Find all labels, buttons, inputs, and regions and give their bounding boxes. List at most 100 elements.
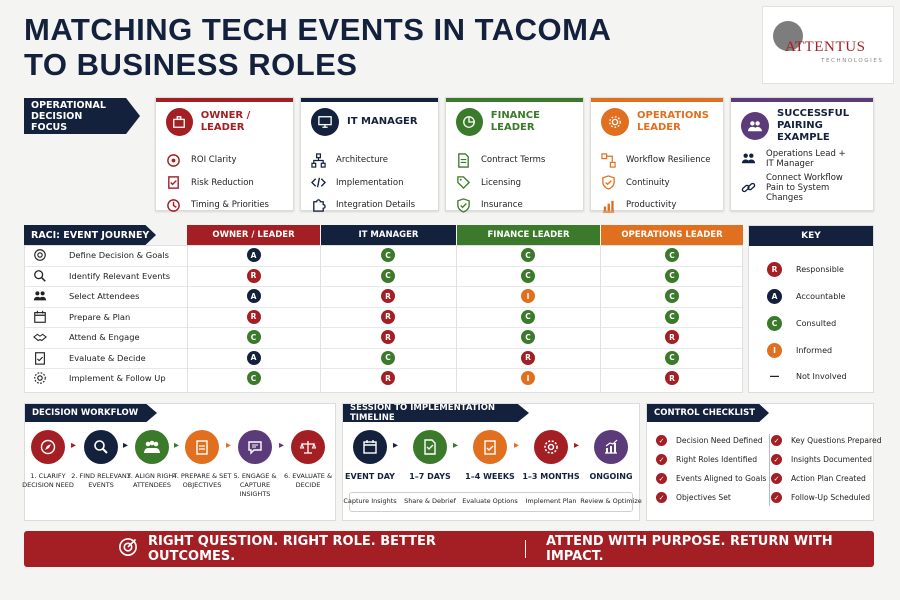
- target-icon: [167, 153, 180, 167]
- target-icon: [34, 249, 46, 261]
- raci-header: RACI: EVENT JOURNEY: [24, 225, 156, 245]
- timeline-sub: Review & Optimize: [580, 497, 642, 505]
- footer-right-slogan: ATTEND WITH PURPOSE. RETURN WITH IMPACT.: [546, 534, 833, 564]
- pie-chart-icon: [456, 108, 483, 136]
- raci-badge: A: [246, 248, 261, 262]
- timeline-step: 1–3 MONTHS: [521, 430, 581, 481]
- focus-item: Implementation: [311, 172, 434, 195]
- network-icon: [311, 153, 326, 168]
- workflow-icon: [601, 153, 616, 168]
- logo-subtitle: TECHNOLOGIES: [821, 58, 884, 64]
- focus-item: Timing & Priorities: [166, 194, 289, 217]
- checklist-item: ✓ Right Roles Identified: [656, 454, 757, 465]
- code-icon: [311, 177, 326, 188]
- raci-badge: R: [246, 268, 261, 283]
- raci-badge: C: [381, 248, 395, 262]
- timeline-step: 1–4 WEEKS: [460, 430, 520, 481]
- handshake-icon: [33, 333, 47, 342]
- company-logo: ATTENTUS TECHNOLOGIES: [762, 6, 894, 84]
- raci-badge: C: [665, 268, 679, 283]
- focus-item: Contract Terms: [456, 149, 579, 172]
- arrow-icon: ▸: [453, 440, 459, 451]
- focus-item: Insurance: [456, 194, 579, 217]
- focus-item: Integration Details: [311, 194, 434, 217]
- role-card-it: IT MANAGER Architecture Implementation I…: [300, 97, 439, 212]
- search-icon: [84, 430, 118, 464]
- raci-row: Attend & Engage: [25, 328, 744, 349]
- decision-workflow-panel: DECISION WORKFLOW: [24, 403, 336, 521]
- gear-icon: [601, 108, 629, 136]
- search-icon: [34, 269, 46, 282]
- focus-item: Licensing: [456, 172, 579, 195]
- raci-badge: C: [521, 309, 535, 324]
- raci-badge: C: [521, 268, 535, 283]
- focus-item: Productivity: [601, 194, 719, 217]
- timeline-sub: Share & Debrief: [404, 497, 456, 505]
- bar-chart-icon: [602, 200, 615, 213]
- arrow-icon: ▸: [514, 440, 520, 451]
- key-item: R Responsible: [767, 262, 844, 277]
- key-header: KEY: [749, 226, 873, 246]
- role-title: OPERATIONS LEADER: [637, 110, 709, 133]
- title-line-1: MATCHING TECH EVENTS IN TACOMA: [24, 12, 612, 47]
- raci-badge: C: [246, 330, 261, 344]
- arrow-icon: ▸: [174, 440, 180, 451]
- raci-badge: I: [521, 371, 535, 385]
- checklist-item: ✓ Key Questions Prepared: [771, 435, 882, 446]
- calendar-icon: [34, 310, 46, 323]
- title-line-2: TO BUSINESS ROLES: [24, 47, 358, 82]
- arrow-icon: ▸: [226, 440, 232, 451]
- checklist-item: ✓ Follow-Up Scheduled: [771, 492, 870, 503]
- raci-badge: I: [521, 289, 535, 303]
- raci-row: Evaluate & Decide: [25, 349, 744, 369]
- focus-banner: OPERATIONAL DECISION FOCUS: [24, 98, 140, 134]
- focus-item: Workflow Resilience: [601, 149, 719, 172]
- raci-badge: R: [381, 309, 395, 324]
- focus-item: Continuity: [601, 172, 719, 195]
- check-icon: ✓: [656, 492, 667, 503]
- checklist-header: CONTROL CHECKLIST: [647, 404, 769, 422]
- raci-badge: C: [521, 330, 535, 344]
- pairing-item: Connect Workflow Pain to System Changes: [741, 173, 869, 203]
- clipboard-check-icon: [35, 351, 45, 365]
- logo-wordmark: ATTENTUS: [785, 39, 866, 55]
- timeline-track: [349, 492, 633, 512]
- raci-row: Define Decision & Goals: [25, 246, 744, 267]
- arrow-icon: ▸: [123, 440, 129, 451]
- role-title: FINANCE LEADER: [490, 110, 540, 133]
- timeline-step: 1–7 DAYS: [400, 430, 460, 481]
- raci-badge: A: [246, 289, 261, 303]
- role-card-operations: OPERATIONS LEADER Workflow Resilience Co…: [590, 97, 724, 213]
- check-icon: ✓: [771, 473, 782, 484]
- raci-badge: R: [665, 330, 679, 344]
- pairing-example-card: SUCCESSFUL PAIRING EXAMPLE Operations Le…: [730, 97, 874, 211]
- role-title: IT MANAGER: [347, 116, 418, 127]
- arrow-icon: ▸: [71, 440, 77, 451]
- people-icon: [741, 153, 756, 164]
- key-item: C Consulted: [767, 316, 836, 331]
- timeline-sub: Capture Insights: [343, 497, 397, 505]
- raci-badge: C: [246, 371, 261, 385]
- raci-row: Identify Relevant Events: [25, 267, 744, 287]
- growth-chart-icon: [594, 430, 628, 464]
- checklist-item: ✓ Decision Need Defined: [656, 435, 763, 446]
- focus-banner-label: OPERATIONAL DECISION FOCUS: [31, 99, 106, 133]
- pairing-item: Operations Lead + IT Manager: [741, 144, 869, 173]
- raci-badge: C: [665, 350, 679, 365]
- team-icon: [135, 430, 169, 464]
- monitor-icon: [311, 108, 339, 136]
- checklist-item: ✓ Insights Documented: [771, 454, 872, 465]
- checklist-item: ✓ Objectives Set: [656, 492, 731, 503]
- clock-icon: [167, 198, 180, 212]
- people-icon: [33, 291, 47, 301]
- footer-left-slogan: RIGHT QUESTION. RIGHT ROLE. BETTER OUTCO…: [148, 534, 436, 564]
- page-title: MATCHING TECH EVENTS IN TACOMA TO BUSINE…: [24, 12, 611, 82]
- clipboard-icon: [473, 430, 507, 464]
- shield-icon: [457, 197, 470, 213]
- team-icon: [741, 112, 769, 140]
- raci-badge: C: [665, 289, 679, 303]
- timeline-step: EVENT DAY: [340, 430, 400, 481]
- control-checklist-panel: CONTROL CHECKLIST: [646, 403, 874, 521]
- check-icon: ✓: [656, 473, 667, 484]
- calendar-icon: [353, 430, 387, 464]
